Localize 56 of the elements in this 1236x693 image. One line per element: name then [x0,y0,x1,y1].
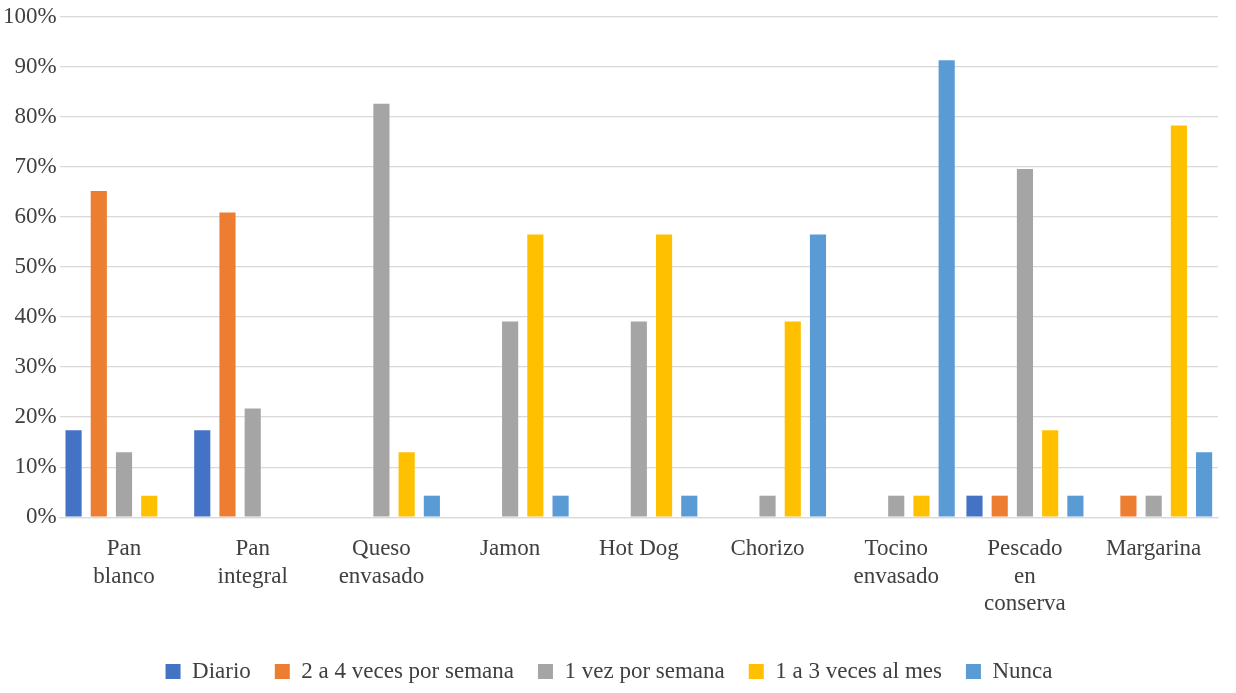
bar [141,495,158,517]
y-tick-label: 10% [14,453,57,479]
x-tick-label: Chorizo [730,535,805,561]
bar [398,452,415,517]
bar [194,430,211,517]
y-tick-label: 50% [14,253,57,279]
x-tick-label: Pan blanco [93,535,155,588]
bar [423,495,440,517]
bar [1196,452,1213,517]
bar [244,408,261,517]
bar [1067,495,1084,517]
y-tick-label: 80% [14,102,57,128]
y-tick-label: 70% [14,152,57,178]
legend-label: Diario [192,657,251,683]
bar [1120,495,1137,517]
bar [681,495,698,517]
bar [809,234,827,517]
bar [938,60,955,517]
legend-label: Nunca [992,657,1053,683]
bar [1170,125,1187,517]
bar [90,190,107,517]
y-tick-label: 0% [25,503,57,529]
y-tick-label: 60% [14,203,57,229]
y-tick-label: 20% [14,403,57,429]
bar [966,495,983,517]
bar [913,495,930,517]
x-tick-label: Hot Dog [598,535,680,561]
x-tick-label: Margarina [1105,535,1202,561]
bar [991,495,1008,517]
bar [1016,168,1034,517]
x-tick-label: Tocino envasado [853,535,940,588]
x-tick-label: Jamon [480,535,541,561]
legend-label: 1 vez por semana [564,657,725,683]
y-tick-label: 30% [14,353,57,379]
y-tick-label: 100% [2,2,57,28]
bar [1042,430,1059,517]
bar [373,103,390,517]
bar [1145,495,1162,517]
bar [655,234,673,517]
y-tick-label: 40% [14,303,57,329]
bar [630,321,647,517]
bar [552,495,569,517]
bar [115,452,133,517]
bar [502,321,519,517]
bar [888,495,905,517]
y-tick-label: 90% [14,52,57,78]
bar [784,321,801,517]
bar [65,430,82,517]
legend-label: 1 a 3 veces al mes [775,657,942,683]
x-tick-label: Pescado en conserva [984,535,1066,616]
bar [759,495,776,517]
bar [219,212,236,517]
x-tick-label: Pan integral [217,535,288,588]
x-tick-label: Queso envasado [338,535,425,588]
bar [527,234,544,517]
legend-label: 2 a 4 veces por semana [301,657,514,683]
